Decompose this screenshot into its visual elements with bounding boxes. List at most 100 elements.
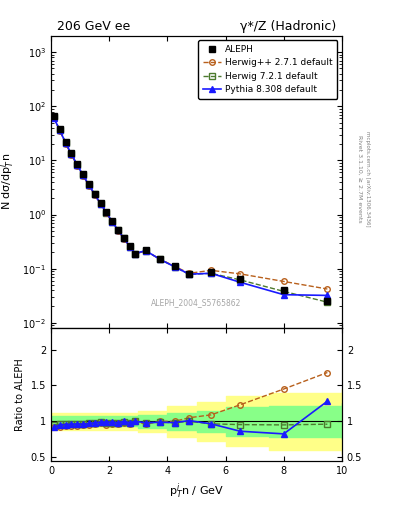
- Herwig++ 2.7.1 default: [51, 115, 56, 121]
- Pythia 8.308 default: [81, 172, 85, 178]
- Herwig 7.2.1 default: [63, 140, 68, 146]
- ALEPH: [143, 247, 148, 253]
- Line: ALEPH: ALEPH: [51, 114, 330, 304]
- ALEPH: [69, 150, 74, 156]
- Pythia 8.308 default: [325, 292, 330, 298]
- Herwig++ 2.7.1 default: [325, 286, 330, 292]
- Pythia 8.308 default: [281, 292, 286, 298]
- Herwig++ 2.7.1 default: [121, 236, 126, 242]
- Herwig++ 2.7.1 default: [57, 128, 62, 134]
- Herwig++ 2.7.1 default: [98, 201, 103, 207]
- Herwig 7.2.1 default: [81, 172, 85, 178]
- Herwig 7.2.1 default: [69, 151, 74, 157]
- Herwig 7.2.1 default: [92, 191, 97, 198]
- ALEPH: [121, 235, 126, 241]
- Herwig 7.2.1 default: [238, 277, 242, 283]
- Herwig 7.2.1 default: [158, 257, 163, 263]
- Herwig 7.2.1 default: [86, 182, 91, 188]
- Herwig 7.2.1 default: [75, 162, 80, 168]
- Herwig 7.2.1 default: [51, 114, 56, 120]
- Herwig 7.2.1 default: [325, 299, 330, 305]
- ALEPH: [238, 275, 242, 282]
- Herwig 7.2.1 default: [121, 235, 126, 241]
- Herwig 7.2.1 default: [116, 227, 120, 233]
- Pythia 8.308 default: [86, 182, 91, 188]
- ALEPH: [325, 298, 330, 304]
- ALEPH: [110, 218, 114, 224]
- ALEPH: [92, 191, 97, 197]
- Pythia 8.308 default: [133, 250, 138, 257]
- Pythia 8.308 default: [57, 127, 62, 133]
- Pythia 8.308 default: [127, 244, 132, 250]
- Herwig++ 2.7.1 default: [116, 228, 120, 234]
- Pythia 8.308 default: [104, 209, 109, 216]
- ALEPH: [127, 243, 132, 249]
- Line: Herwig++ 2.7.1 default: Herwig++ 2.7.1 default: [51, 116, 330, 292]
- Herwig++ 2.7.1 default: [133, 250, 138, 257]
- Herwig 7.2.1 default: [209, 270, 213, 276]
- Text: Rivet 3.1.10, ≥ 2.7M events: Rivet 3.1.10, ≥ 2.7M events: [358, 135, 363, 223]
- ALEPH: [57, 126, 62, 132]
- ALEPH: [281, 287, 286, 293]
- Herwig++ 2.7.1 default: [173, 263, 177, 269]
- Herwig++ 2.7.1 default: [104, 210, 109, 217]
- Pythia 8.308 default: [98, 201, 103, 207]
- Herwig++ 2.7.1 default: [143, 248, 148, 254]
- Text: ALEPH_2004_S5765862: ALEPH_2004_S5765862: [151, 298, 242, 308]
- Pythia 8.308 default: [187, 271, 192, 277]
- Pythia 8.308 default: [69, 151, 74, 157]
- Y-axis label: N dσ/dp$_T^i$n: N dσ/dp$_T^i$n: [0, 154, 17, 210]
- ALEPH: [98, 200, 103, 206]
- Herwig++ 2.7.1 default: [127, 244, 132, 250]
- Text: γ*/Z (Hadronic): γ*/Z (Hadronic): [240, 20, 336, 33]
- ALEPH: [173, 263, 177, 269]
- ALEPH: [209, 269, 213, 275]
- Pythia 8.308 default: [238, 279, 242, 285]
- Herwig 7.2.1 default: [57, 127, 62, 133]
- Line: Herwig 7.2.1 default: Herwig 7.2.1 default: [51, 115, 330, 305]
- Herwig 7.2.1 default: [98, 201, 103, 207]
- Herwig++ 2.7.1 default: [281, 279, 286, 285]
- ALEPH: [75, 161, 80, 167]
- Herwig++ 2.7.1 default: [209, 267, 213, 273]
- ALEPH: [133, 250, 138, 257]
- Herwig 7.2.1 default: [173, 264, 177, 270]
- Pythia 8.308 default: [209, 270, 213, 276]
- Herwig++ 2.7.1 default: [187, 270, 192, 276]
- Herwig++ 2.7.1 default: [110, 219, 114, 225]
- Herwig++ 2.7.1 default: [92, 192, 97, 198]
- ALEPH: [51, 113, 56, 119]
- Pythia 8.308 default: [158, 257, 163, 263]
- X-axis label: p$_T^i$n / GeV: p$_T^i$n / GeV: [169, 481, 224, 501]
- Herwig 7.2.1 default: [187, 271, 192, 278]
- Herwig 7.2.1 default: [110, 219, 114, 225]
- Herwig++ 2.7.1 default: [86, 183, 91, 189]
- Herwig++ 2.7.1 default: [75, 162, 80, 168]
- Legend: ALEPH, Herwig++ 2.7.1 default, Herwig 7.2.1 default, Pythia 8.308 default: ALEPH, Herwig++ 2.7.1 default, Herwig 7.…: [198, 40, 338, 99]
- Pythia 8.308 default: [92, 191, 97, 198]
- Herwig 7.2.1 default: [281, 288, 286, 294]
- Herwig++ 2.7.1 default: [158, 256, 163, 262]
- Pythia 8.308 default: [75, 162, 80, 168]
- Pythia 8.308 default: [51, 115, 56, 121]
- Pythia 8.308 default: [143, 248, 148, 254]
- Pythia 8.308 default: [110, 219, 114, 225]
- Herwig 7.2.1 default: [127, 244, 132, 250]
- Herwig 7.2.1 default: [143, 248, 148, 254]
- Herwig++ 2.7.1 default: [69, 152, 74, 158]
- Pythia 8.308 default: [121, 235, 126, 241]
- Y-axis label: Ratio to ALEPH: Ratio to ALEPH: [15, 358, 25, 431]
- Pythia 8.308 default: [173, 264, 177, 270]
- Line: Pythia 8.308 default: Pythia 8.308 default: [51, 116, 330, 298]
- Herwig 7.2.1 default: [104, 209, 109, 216]
- Herwig 7.2.1 default: [133, 250, 138, 257]
- Herwig++ 2.7.1 default: [238, 271, 242, 277]
- Pythia 8.308 default: [116, 227, 120, 233]
- ALEPH: [187, 271, 192, 278]
- Text: mcplots.cern.ch [arXiv:1306.3436]: mcplots.cern.ch [arXiv:1306.3436]: [365, 132, 371, 227]
- Herwig++ 2.7.1 default: [63, 140, 68, 146]
- ALEPH: [116, 227, 120, 233]
- ALEPH: [104, 209, 109, 216]
- ALEPH: [63, 139, 68, 145]
- ALEPH: [81, 172, 85, 178]
